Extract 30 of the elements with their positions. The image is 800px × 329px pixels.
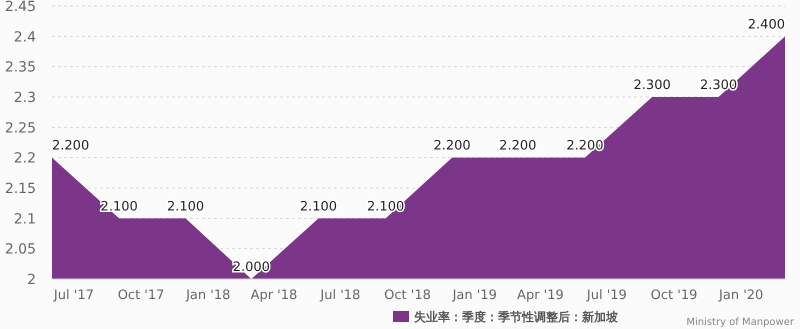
x-tick-label: Oct '17 (118, 288, 164, 303)
y-tick-label: 2.3 (14, 90, 36, 106)
data-label: 2.200 (52, 138, 90, 154)
data-label: 2.300 (634, 78, 671, 93)
y-tick-label: 2.4 (14, 29, 36, 46)
x-tick-label: Jul '18 (319, 288, 360, 303)
data-label: 2.200 (433, 138, 471, 154)
text: Ministry of Manpower (686, 317, 795, 328)
x-tick-label: Oct '19 (650, 288, 698, 303)
legend-label: 失业率：季度：季节性调整后：新加坡 (414, 310, 619, 324)
y-tick-label: 2.1 (14, 211, 36, 228)
x-tick-label: Jan '20 (718, 288, 764, 303)
y-tick-label: 2.2 (14, 150, 36, 167)
y-tick-label: 2.15 (4, 181, 36, 197)
y-tick-label: 2.45 (4, 0, 36, 15)
x-tick-label: Apr '19 (517, 288, 564, 303)
data-label: 2.400 (748, 17, 785, 32)
x-tick-label: Oct '18 (384, 288, 431, 303)
x-tick-label: Jan '18 (185, 288, 230, 303)
x-tick-label: Jul '17 (52, 288, 94, 303)
data-label: 2.200 (499, 138, 536, 154)
y-tick-label: 2.25 (4, 120, 36, 136)
data-label: 2.100 (166, 199, 204, 214)
x-tick-label: Jan '19 (452, 288, 497, 303)
y-tick-label: 2 (27, 272, 36, 288)
y-tick-label: 2.05 (4, 242, 36, 258)
data-label: 2.100 (300, 199, 338, 214)
x-tick-label: Apr '18 (250, 288, 298, 303)
y-tick-label: 2.35 (4, 60, 36, 76)
x-tick-label: Jul '19 (586, 288, 627, 303)
